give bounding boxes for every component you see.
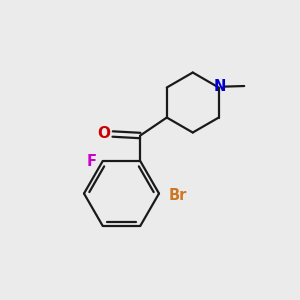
Text: Br: Br (168, 188, 187, 202)
Text: F: F (86, 154, 96, 169)
Text: N: N (214, 79, 226, 94)
Text: O: O (97, 126, 110, 141)
